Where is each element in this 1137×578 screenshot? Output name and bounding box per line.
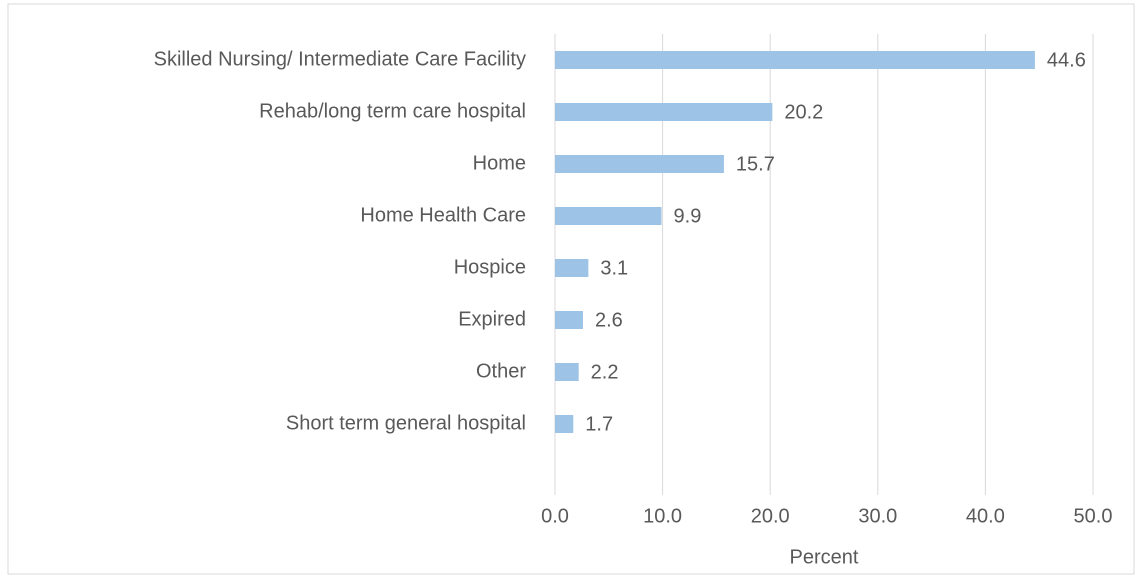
data-label: 2.2: [591, 361, 619, 383]
bar: [555, 363, 579, 381]
data-label: 1.7: [585, 413, 613, 435]
chart-border: [7, 3, 1135, 575]
x-tick-label: 10.0: [643, 505, 682, 527]
bar: [555, 155, 724, 173]
x-tick-label: 40.0: [966, 505, 1005, 527]
y-tick-label: Home Health Care: [360, 204, 526, 226]
x-axis-title: Percent: [790, 546, 859, 568]
y-tick-label: Home: [473, 152, 526, 174]
y-tick-label: Skilled Nursing/ Intermediate Care Facil…: [154, 48, 526, 70]
y-tick-label: Expired: [458, 308, 526, 330]
y-tick-label: Short term general hospital: [286, 412, 526, 434]
y-tick-label: Other: [476, 360, 526, 382]
bar: [555, 415, 574, 433]
y-tick-label: Rehab/long term care hospital: [259, 100, 526, 122]
data-label: 44.6: [1047, 49, 1086, 71]
x-tick-label: 30.0: [858, 505, 897, 527]
data-label: 9.9: [674, 205, 702, 227]
data-label: 20.2: [784, 101, 823, 123]
bar: [555, 103, 773, 121]
bar: [555, 259, 589, 277]
bar: [555, 311, 583, 329]
x-tick-label: 50.0: [1074, 505, 1113, 527]
y-tick-label: Hospice: [454, 256, 526, 278]
bar: [555, 207, 662, 225]
bar: [555, 51, 1035, 69]
data-label: 15.7: [736, 153, 775, 175]
x-tick-label: 0.0: [541, 505, 569, 527]
data-label: 3.1: [600, 257, 628, 279]
x-tick-label: 20.0: [751, 505, 790, 527]
data-label: 2.6: [595, 309, 623, 331]
